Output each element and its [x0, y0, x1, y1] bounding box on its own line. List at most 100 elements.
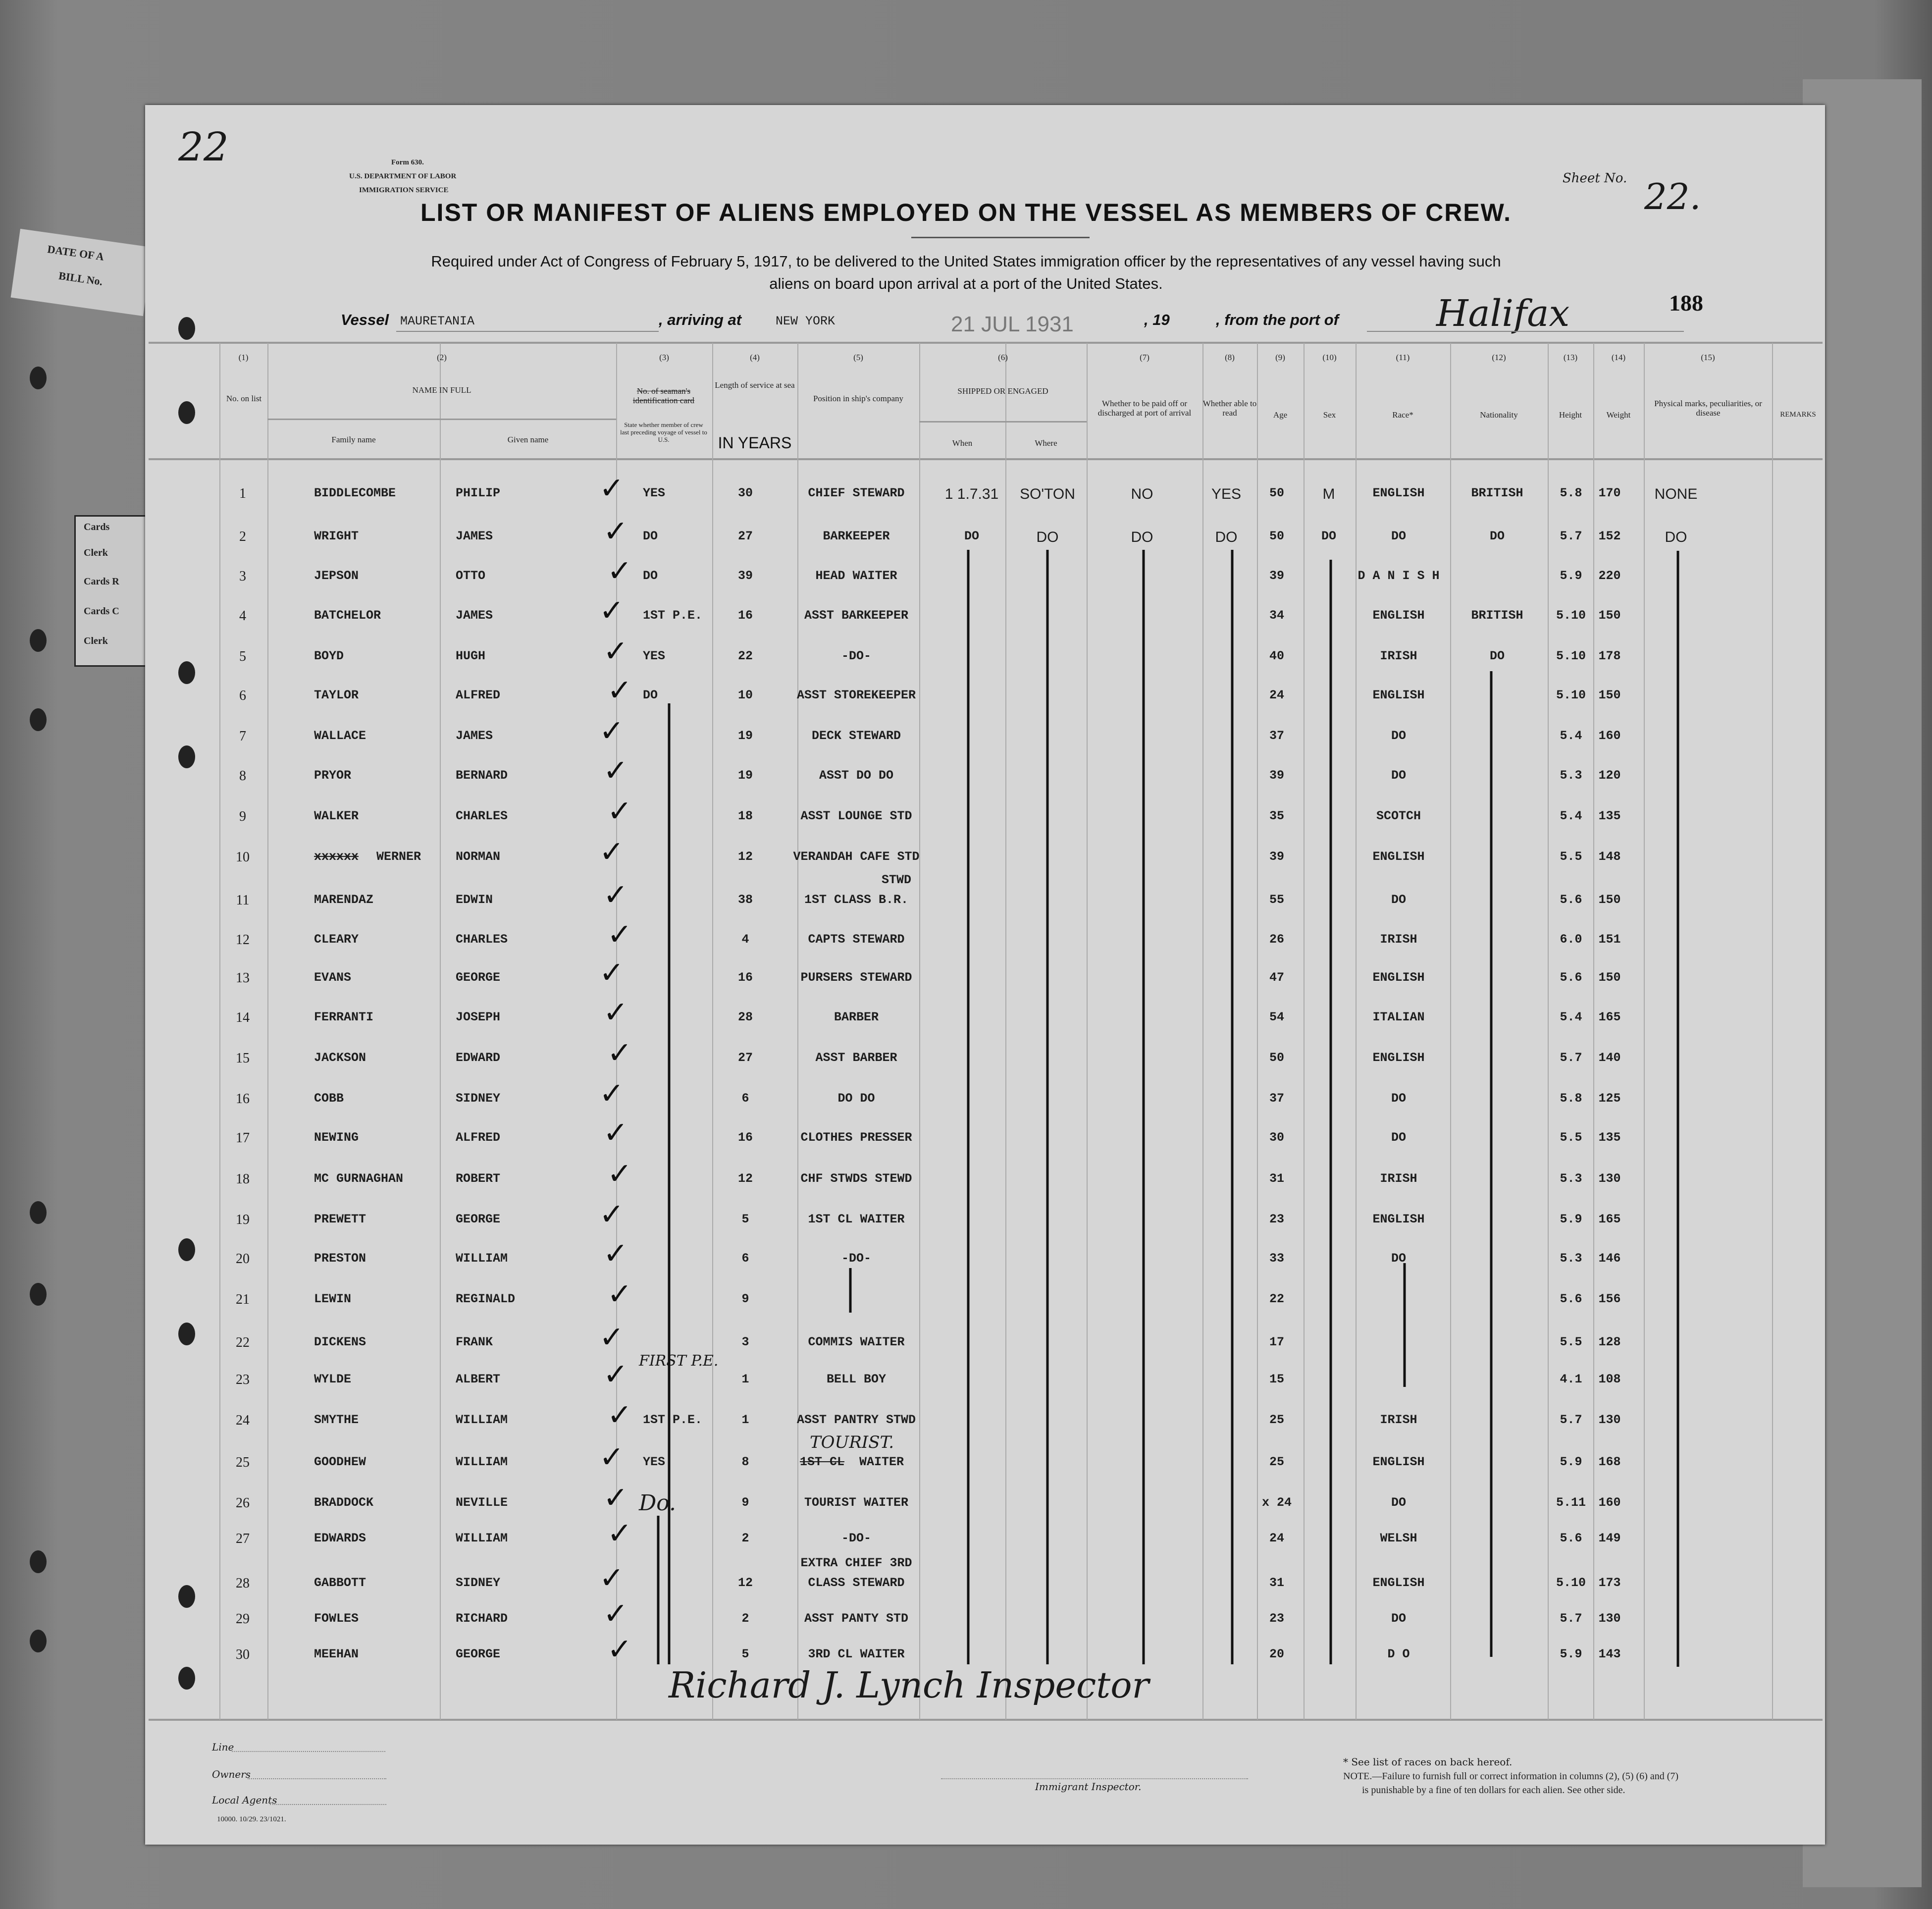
cell-weight: 165 — [1598, 1212, 1621, 1226]
subtitle-line1: Required under Act of Congress of Februa… — [431, 253, 1501, 270]
cell-weight: 173 — [1598, 1576, 1621, 1590]
subtitle-line2: aliens on board upon arrival at a port o… — [769, 275, 1163, 292]
cell-position: 1ST CL WAITER — [808, 1212, 905, 1226]
cell-race: ENGLISH — [1372, 486, 1425, 500]
cell-height: 5.6 — [1560, 970, 1582, 985]
cell-weight: 130 — [1598, 1171, 1621, 1186]
cell-card: YES — [643, 1455, 666, 1469]
cell-race: ENGLISH — [1372, 970, 1425, 985]
cell-years: 12 — [737, 1576, 753, 1590]
cell-no: 11 — [236, 893, 250, 908]
column-rule — [797, 343, 798, 1720]
column-number: (5) — [853, 353, 863, 362]
cell-weight: 130 — [1598, 1413, 1621, 1427]
check-mark-icon: ✓ — [603, 514, 628, 549]
cell-years: 6 — [741, 1091, 749, 1106]
cell-race: DO — [1391, 729, 1407, 743]
cell-given: WILLIAM — [456, 1455, 508, 1469]
cell-position-hand: TOURIST. — [809, 1432, 894, 1452]
cell-weight: 150 — [1598, 688, 1621, 702]
cell-years: 8 — [741, 1455, 749, 1469]
inspector-signature: Richard J. Lynch Inspector — [669, 1664, 1149, 1706]
cell-height: 5.5 — [1560, 1335, 1582, 1349]
check-mark-icon: ✓ — [599, 1320, 625, 1355]
cell-position: BELL BOY — [826, 1372, 887, 1386]
side-stub-cards: Cards Clerk Cards R Cards C Clerk — [74, 515, 152, 667]
cell-given: PHILIP — [456, 486, 501, 500]
check-mark-icon: ✓ — [603, 753, 628, 788]
cell-card: YES — [643, 486, 666, 500]
cell-family: JACKSON — [314, 1051, 366, 1065]
header-card-struck: No. of seaman's identification card — [632, 386, 695, 405]
cell-height: 5.6 — [1560, 893, 1582, 907]
cell-race: ENGLISH — [1372, 608, 1425, 623]
date-stamp: 21 JUL 1931 — [951, 312, 1074, 336]
cell-family: PRYOR — [314, 768, 352, 783]
cell-card: 1ST P.E. — [643, 608, 703, 623]
year-label: , 19 — [1144, 311, 1170, 328]
page-number: 188 — [1669, 290, 1703, 316]
cell-age: 47 — [1269, 970, 1285, 985]
cell-family: WYLDE — [314, 1372, 352, 1386]
cell-given: FRANK — [456, 1335, 493, 1349]
cell-card: DO — [643, 688, 658, 702]
cell-position: CLASS STEWARD — [808, 1576, 905, 1590]
from-port-underline — [1367, 331, 1684, 332]
punch-hole — [30, 1630, 47, 1652]
cell-position: 1ST CLASS B.R. — [804, 893, 909, 907]
cell-family: WALLACE — [314, 729, 366, 743]
cell-no: 3 — [239, 569, 246, 584]
cell-no: 7 — [239, 729, 246, 744]
cell-sex: M — [1322, 486, 1335, 502]
cell-years: 9 — [741, 1495, 749, 1510]
check-mark-icon: ✓ — [607, 1277, 632, 1312]
cell-years: 19 — [737, 729, 753, 743]
cell-years: 12 — [737, 849, 753, 864]
cell-read: YES — [1211, 486, 1242, 502]
inspector-label: Immigrant Inspector. — [1035, 1781, 1142, 1793]
check-mark-icon: ✓ — [599, 714, 625, 748]
corner-sheet-mark: 22 — [178, 124, 229, 170]
cell-family: DICKENS — [314, 1335, 366, 1349]
cell-given: OTTO — [456, 569, 486, 583]
cell-where: SO'TON — [1020, 486, 1075, 502]
cell-height: 5.10 — [1556, 649, 1586, 663]
cell-race: WELSH — [1380, 1531, 1417, 1545]
punch-hole — [178, 1323, 195, 1345]
cell-years: 10 — [737, 688, 753, 702]
cell-position: CHIEF STEWARD — [808, 486, 905, 500]
cell-race: DO — [1391, 768, 1407, 783]
cell-weight: 108 — [1598, 1372, 1621, 1386]
cell-no: 22 — [236, 1335, 250, 1350]
cell-height: 5.7 — [1560, 1051, 1582, 1065]
column-number: (14) — [1611, 353, 1626, 362]
cell-height: 5.7 — [1560, 1413, 1582, 1427]
cell-race: DO — [1391, 893, 1407, 907]
cell-height: 5.5 — [1560, 1130, 1582, 1145]
cell-where: DO — [1036, 529, 1059, 545]
header-read: Whether able to read — [1202, 399, 1257, 418]
cell-years: 1 — [741, 1413, 749, 1427]
cell-position: CAPTS STEWARD — [808, 932, 905, 947]
header-where: Where — [1035, 438, 1057, 448]
cell-height: 6.0 — [1560, 932, 1582, 947]
column-number: (7) — [1140, 353, 1149, 362]
cell-no: 16 — [236, 1091, 250, 1107]
check-mark-icon: ✓ — [607, 1632, 632, 1667]
cell-height: 5.9 — [1560, 1647, 1582, 1661]
column-rule — [1450, 343, 1451, 1720]
cell-race: D A N I S H — [1358, 569, 1440, 583]
check-mark-icon: ✓ — [603, 1236, 628, 1271]
cell-position: BARKEEPER — [823, 529, 890, 543]
cell-position: VERANDAH CAFE STD — [793, 849, 920, 864]
cell-nat: DO — [1489, 529, 1505, 543]
cell-family: PREWETT — [314, 1212, 366, 1226]
cell-height: 5.9 — [1560, 1212, 1582, 1226]
cell-family: BATCHELOR — [314, 608, 381, 623]
cell-given: EDWARD — [456, 1051, 501, 1065]
cell-weight: 143 — [1598, 1647, 1621, 1661]
cell-race: IRISH — [1380, 932, 1417, 947]
cell-given: NEVILLE — [456, 1495, 508, 1510]
cell-position: ASST BARBER — [815, 1051, 897, 1065]
cell-race: IRISH — [1380, 1413, 1417, 1427]
